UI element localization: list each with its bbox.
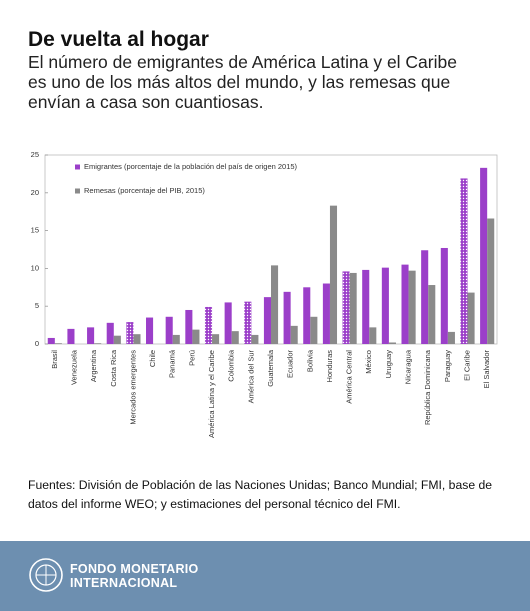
x-tick-label: Honduras [325,350,334,383]
bar [47,337,55,344]
bar [408,270,416,344]
bar [106,322,114,344]
x-tick-label: Uruguay [384,350,393,379]
bar [369,327,377,344]
logo [29,558,63,592]
bar [113,335,121,344]
x-tick-label: América Central [345,350,354,404]
bar [421,250,429,344]
title: De vuelta al hogar [28,28,209,51]
bar [480,167,488,344]
x-tick-label: Guatemala [266,349,275,387]
org-line: INTERNACIONAL [70,576,178,590]
x-tick-label: Bolivia [305,349,314,372]
x-tick-label: El Caribe [463,350,472,381]
x-tick-label: Ecuador [286,350,295,378]
bar [329,205,338,344]
bar [87,327,95,344]
bar [126,322,134,344]
bar [146,317,154,344]
bar [322,283,330,344]
bar [290,325,298,344]
x-tick-label: Paraguay [443,350,452,382]
y-tick-label: 0 [35,339,39,348]
legend-label: Emigrantes (porcentaje de la población d… [84,162,298,171]
x-tick-label: Argentina [89,349,98,382]
bar [388,342,396,344]
bar [204,306,213,344]
bar [231,331,239,344]
bar [185,309,193,344]
bar [487,218,495,344]
bar [401,264,409,344]
bar [192,329,200,344]
bar [303,287,311,344]
bar [428,285,436,344]
footer: FONDO MONETARIO INTERNACIONAL [0,541,530,611]
x-tick-label: América del Sur [246,350,255,404]
y-tick-label: 25 [31,150,39,159]
legend-swatch [75,188,80,194]
y-tick-label: 5 [35,301,39,310]
x-tick-label: Chile [148,350,157,367]
bar [67,328,75,344]
x-tick-label: Brasil [50,350,59,369]
y-tick-label: 10 [31,263,39,272]
x-tick-label: Perú [187,350,196,366]
bar [342,271,350,344]
org-line: FONDO MONETARIO [70,562,199,576]
bar [362,269,370,344]
legend-swatch [75,164,80,170]
x-tick-label: Venezuela [69,349,78,385]
organization: FONDO MONETARIO INTERNACIONAL [70,562,199,590]
bar [310,316,318,344]
x-tick-label: México [364,350,373,374]
x-tick-label: El Salvador [482,350,491,389]
source: Fuentes: División de Población de las Na… [28,478,493,511]
bar [381,267,389,344]
bar [283,291,291,344]
x-tick-label: Costa Rica [109,349,118,387]
x-tick-label: República Dominicana [423,349,432,425]
bar [165,316,173,344]
x-tick-label: América Latina y el Caribe [207,350,216,438]
bar [94,343,102,344]
bar [244,301,252,344]
subtitle: El número de emigrantes de América Latin… [28,52,457,112]
bar [172,334,180,344]
chart: 0 5 10 15 20 25 Brasil Venezuela Argentina Costa … [31,150,498,438]
x-tick-label: Mercados emergentes [128,350,137,425]
y-tick-label: 15 [31,226,39,235]
bar [224,302,232,344]
bar [271,265,279,344]
legend-label: Remesas (porcentaje del PIB, 2015) [84,186,205,195]
bar [212,334,220,344]
bar [440,247,448,344]
bar [251,334,259,344]
x-tick-label: Colombia [227,349,236,382]
bar [447,331,455,344]
bar [263,297,271,344]
bar [460,178,468,344]
bar [467,292,475,344]
bar [133,334,141,344]
bar [54,343,62,344]
bar [349,272,357,344]
x-tick-label: Panamá [168,349,177,378]
y-tick-label: 20 [31,188,39,197]
x-tick-label: Nicaragua [404,349,413,384]
